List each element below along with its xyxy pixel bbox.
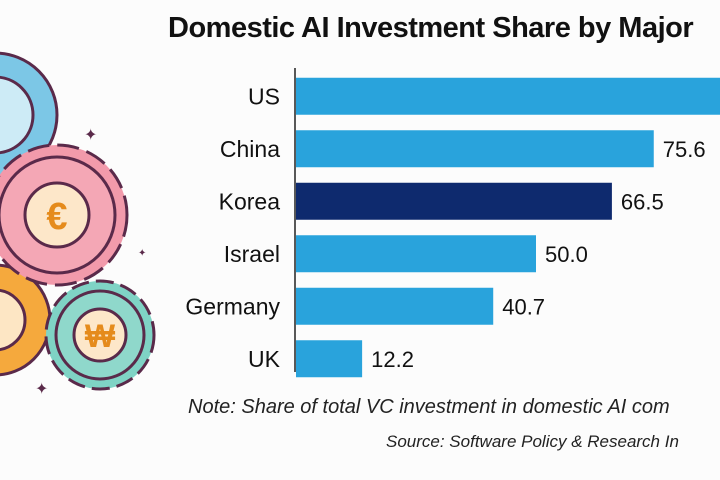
sparkle-icon: ✦ [84,127,97,144]
chart-source: Source: Software Policy & Research In [386,432,679,451]
bar-china [296,130,654,168]
category-label: Germany [185,293,280,319]
sparkle-icon: ✦ [35,381,48,398]
value-label: 75.6 [663,137,706,162]
value-label: 12.2 [371,347,414,372]
sparkle-icon: ✦ [138,248,146,259]
bar-korea [296,182,612,220]
chart-title: Domestic AI Investment Share by Major [168,12,694,44]
bar-israel [296,235,536,273]
bar-uk [296,340,363,378]
gear-won-icon: ₩ [44,279,156,391]
bar-germany [296,287,494,325]
value-label: 50.0 [545,242,588,267]
gear-euro-icon: € [0,143,129,287]
value-label: 66.5 [621,189,664,214]
chart-note: Note: Share of total VC investment in do… [188,396,670,418]
category-label: Israel [224,241,280,267]
bar-us [296,77,720,115]
category-label: China [220,136,280,162]
category-label: UK [248,346,281,372]
category-label: US [248,83,280,109]
gear-decoration: € ₩ ✦ ✦ ✦ [0,51,156,398]
value-label: 40.7 [502,294,545,319]
svg-text:€: € [46,196,67,238]
svg-text:₩: ₩ [85,318,116,354]
category-label: Korea [219,188,281,214]
